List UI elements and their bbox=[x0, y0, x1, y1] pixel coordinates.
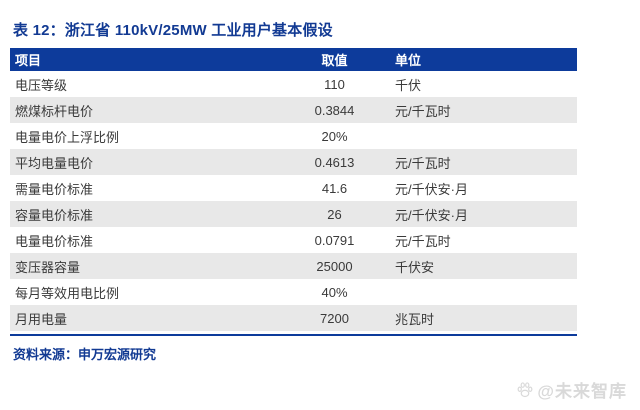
cell-unit: 元/千伏安·月 bbox=[395, 181, 468, 197]
column-header-unit: 单位 bbox=[395, 53, 422, 68]
cell-item: 每月等效用电比例 bbox=[15, 285, 120, 301]
cell-value: 7200 bbox=[320, 310, 349, 326]
cell-value: 40% bbox=[321, 284, 348, 300]
watermark-label: @未来智库 bbox=[537, 382, 627, 401]
paw-icon bbox=[516, 381, 534, 399]
table-title: 表 12：浙江省 110kV/25MW 工业用户基本假设 bbox=[13, 22, 333, 39]
cell-item: 电量电价标准 bbox=[15, 233, 94, 249]
cell-value: 0.3844 bbox=[314, 102, 355, 118]
cell-value: 26 bbox=[327, 206, 342, 222]
column-header-value: 取值 bbox=[321, 53, 348, 68]
cell-unit: 千伏 bbox=[395, 77, 422, 93]
column-header-item: 项目 bbox=[15, 53, 42, 68]
cell-item: 容量电价标准 bbox=[15, 207, 94, 223]
cell-value: 0.4613 bbox=[314, 154, 355, 170]
cell-unit: 元/千瓦时 bbox=[395, 155, 451, 171]
cell-unit: 兆瓦时 bbox=[395, 311, 435, 327]
cell-item: 平均电量电价 bbox=[15, 155, 94, 171]
cell-item: 燃煤标杆电价 bbox=[15, 103, 94, 119]
cell-unit: 千伏安 bbox=[395, 259, 435, 275]
table-row: 平均电量电价 0.4613 元/千瓦时 bbox=[10, 149, 577, 175]
cell-item: 月用电量 bbox=[15, 311, 68, 327]
table-row: 电量电价标准 0.0791 元/千瓦时 bbox=[10, 227, 577, 253]
cell-item: 电量电价上浮比例 bbox=[15, 129, 120, 145]
cell-item: 变压器容量 bbox=[15, 259, 81, 275]
table-row: 燃煤标杆电价 0.3844 元/千瓦时 bbox=[10, 97, 577, 123]
cell-item: 电压等级 bbox=[15, 77, 68, 93]
cell-unit: 元/千伏安·月 bbox=[395, 207, 468, 223]
table-row: 容量电价标准 26 元/千伏安·月 bbox=[10, 201, 577, 227]
table-header-row: 项目 取值 单位 bbox=[10, 48, 577, 71]
table-row: 电压等级 110 千伏 bbox=[10, 71, 577, 97]
cell-value: 41.6 bbox=[321, 180, 348, 196]
bottom-divider bbox=[10, 334, 577, 336]
table-body: 电压等级 110 千伏 燃煤标杆电价 0.3844 元/千瓦时 电量电价上浮比例 20% 平均电… bbox=[10, 71, 577, 331]
table-row: 月用电量 7200 兆瓦时 bbox=[10, 305, 577, 331]
table-row: 需量电价标准 41.6 元/千伏安·月 bbox=[10, 175, 577, 201]
cell-value: 20% bbox=[321, 128, 348, 144]
table-row: 电量电价上浮比例 20% bbox=[10, 123, 577, 149]
table-row: 变压器容量 25000 千伏安 bbox=[10, 253, 577, 279]
cell-unit: 元/千瓦时 bbox=[395, 233, 451, 249]
assumptions-table: 项目 取值 单位 电压等级 110 千伏 燃煤标杆电价 0.3844 元/千瓦时 电量电价上… bbox=[10, 48, 577, 331]
cell-value: 110 bbox=[324, 76, 345, 92]
table-row: 每月等效用电比例 40% bbox=[10, 279, 577, 305]
watermark: @未来智库 bbox=[516, 377, 627, 402]
cell-value: 0.0791 bbox=[314, 232, 355, 248]
source-note: 资料来源：申万宏源研究 bbox=[13, 347, 157, 362]
cell-item: 需量电价标准 bbox=[15, 181, 94, 197]
cell-unit: 元/千瓦时 bbox=[395, 103, 451, 119]
cell-value: 25000 bbox=[316, 258, 353, 274]
